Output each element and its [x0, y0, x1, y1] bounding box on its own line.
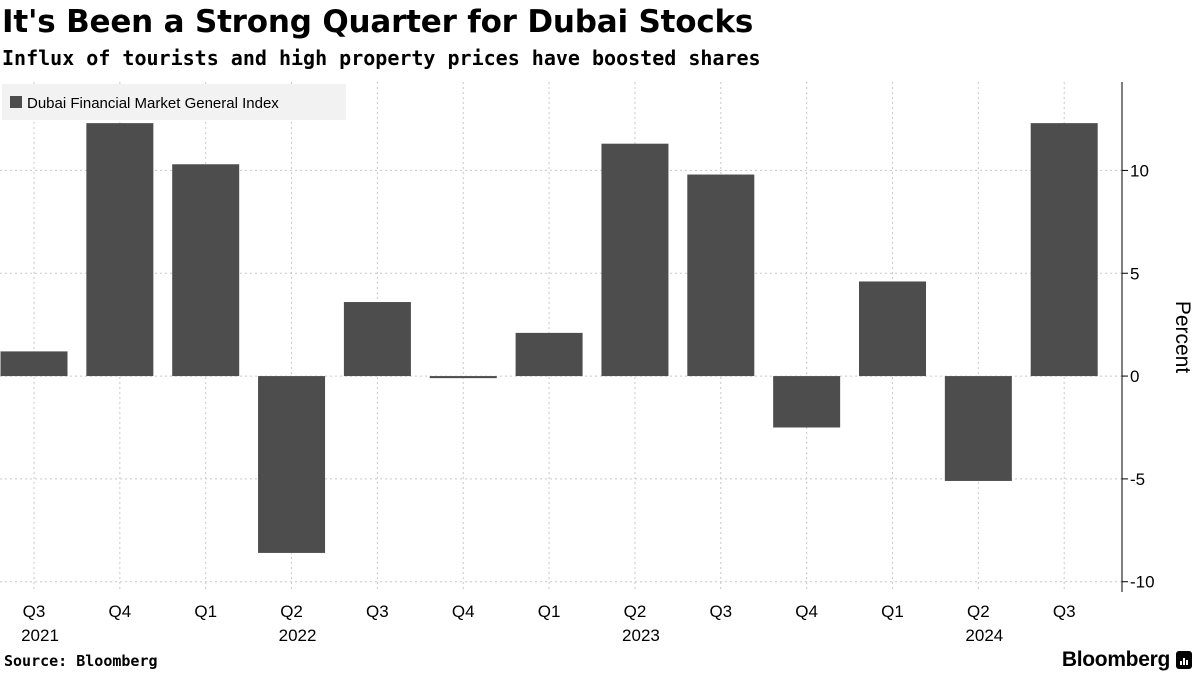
bar: [0, 351, 68, 377]
bar: [944, 376, 1012, 481]
x-tick-label: Q2: [967, 602, 990, 621]
x-tick-label: Q3: [1053, 602, 1076, 621]
bar: [343, 302, 411, 377]
y-tick-label: 10: [1130, 161, 1149, 180]
bar: [773, 376, 841, 428]
y-axis-label: Percent: [1171, 301, 1194, 374]
bar: [172, 164, 240, 377]
legend-box: [2, 84, 346, 120]
y-tick-label: 0: [1130, 367, 1139, 386]
x-tick-label: Q4: [109, 602, 132, 621]
bar: [86, 123, 154, 377]
x-tick-label: Q3: [366, 602, 389, 621]
x-tick-label: Q3: [709, 602, 732, 621]
x-tick-label: Q2: [624, 602, 647, 621]
x-tick-label: Q2: [280, 602, 303, 621]
y-tick-label: 5: [1130, 264, 1139, 283]
x-tick-label: Q4: [795, 602, 818, 621]
bar: [515, 332, 583, 377]
bar: [687, 174, 755, 377]
x-year-label: 2022: [279, 626, 317, 645]
bloomberg-chart-icon: [1176, 651, 1192, 669]
bar: [601, 143, 669, 377]
x-tick-label: Q4: [452, 602, 475, 621]
y-tick-label: -5: [1130, 470, 1145, 489]
x-year-label: 2021: [21, 626, 59, 645]
bloomberg-logo: Bloomberg: [1061, 648, 1170, 671]
bar: [1030, 123, 1098, 377]
chart-subtitle: Influx of tourists and high property pri…: [2, 46, 761, 70]
bar: [429, 376, 497, 379]
bar: [258, 376, 326, 553]
legend-swatch: [10, 96, 22, 108]
x-tick-label: Q1: [194, 602, 217, 621]
chart-title: It's Been a Strong Quarter for Dubai Sto…: [2, 4, 754, 40]
y-tick-label: -10: [1130, 573, 1155, 592]
source-note: Source: Bloomberg: [4, 652, 158, 670]
x-tick-label: Q1: [538, 602, 561, 621]
x-year-label: 2023: [622, 626, 660, 645]
x-year-label: 2024: [965, 626, 1003, 645]
x-tick-label: Q3: [23, 602, 46, 621]
bar: [859, 281, 926, 377]
x-tick-label: Q1: [881, 602, 904, 621]
legend-label: Dubai Financial Market General Index: [27, 95, 279, 112]
